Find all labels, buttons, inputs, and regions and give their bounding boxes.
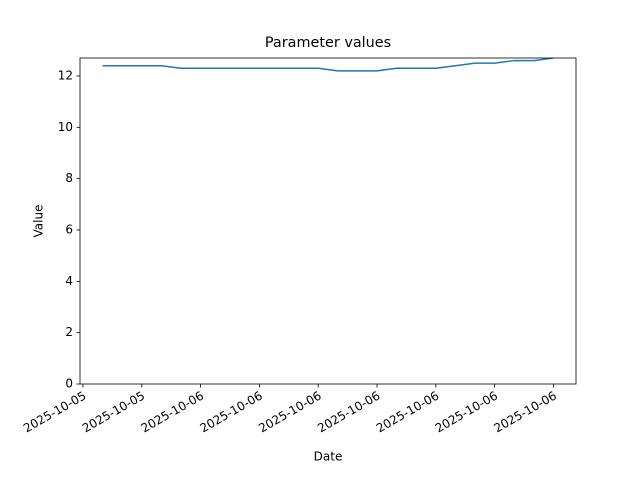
x-tick-label: 2025-10-06 <box>433 388 500 435</box>
x-tick-label: 2025-10-05 <box>21 388 88 435</box>
y-tick-label: 6 <box>65 222 73 236</box>
x-tick-label: 2025-10-06 <box>256 388 323 435</box>
x-tick-label: 2025-10-06 <box>315 388 382 435</box>
chart-title: Parameter values <box>265 35 391 51</box>
y-tick-label: 8 <box>65 171 73 185</box>
y-tick-label: 2 <box>65 325 73 339</box>
y-axis-label: Value <box>32 205 46 238</box>
x-tick-label: 2025-10-06 <box>492 388 559 435</box>
line <box>102 58 554 72</box>
plot-frame <box>79 57 577 385</box>
x-tick-label: 2025-10-06 <box>197 388 264 435</box>
x-axis-label: Date <box>314 450 343 464</box>
y-tick-label: 4 <box>65 274 73 288</box>
x-tick-label: 2025-10-05 <box>80 388 147 435</box>
y-tick-label: 12 <box>58 68 73 82</box>
y-tick-label: 0 <box>65 377 73 391</box>
y-tick-label: 10 <box>58 120 73 134</box>
x-tick-label: 2025-10-06 <box>374 388 441 435</box>
x-tick-label: 2025-10-06 <box>139 388 206 435</box>
